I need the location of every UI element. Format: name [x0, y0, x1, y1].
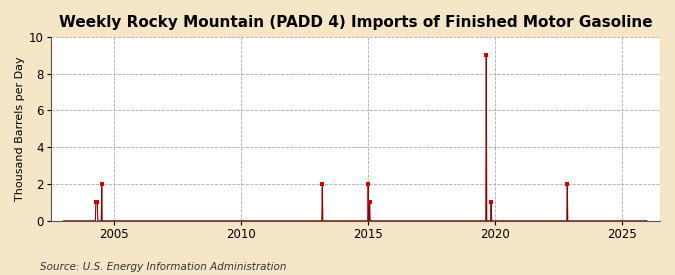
Y-axis label: Thousand Barrels per Day: Thousand Barrels per Day [15, 56, 25, 201]
Title: Weekly Rocky Mountain (PADD 4) Imports of Finished Motor Gasoline: Weekly Rocky Mountain (PADD 4) Imports o… [59, 15, 652, 30]
Text: Source: U.S. Energy Information Administration: Source: U.S. Energy Information Administ… [40, 262, 287, 272]
